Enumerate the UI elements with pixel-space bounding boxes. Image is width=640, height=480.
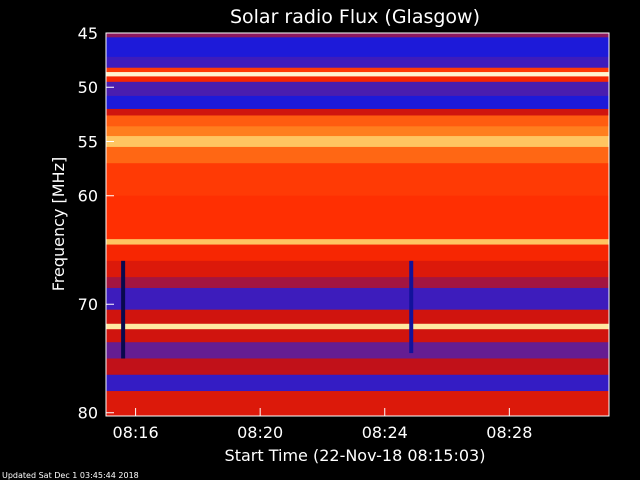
intensity-band: [106, 56, 609, 69]
burst-stripe: [121, 260, 126, 359]
plot-frame: [105, 32, 610, 417]
x-tick-label: 08:16: [113, 423, 159, 442]
y-tick-label: 60: [78, 187, 98, 206]
intensity-band: [106, 374, 609, 392]
intensity-band: [106, 342, 609, 359]
intensity-band: [106, 37, 609, 58]
x-axis-label: Start Time (22-Nov-18 08:15:03): [225, 446, 486, 465]
y-axis-label: Frequency [MHz]: [49, 157, 68, 291]
y-tick-label: 70: [78, 295, 98, 314]
intensity-band: [106, 195, 609, 240]
chart-title: Solar radio Flux (Glasgow): [230, 6, 480, 28]
burst-stripe: [409, 260, 414, 354]
intensity-band: [106, 287, 609, 311]
intensity-band: [106, 72, 609, 77]
intensity-band: [106, 358, 609, 376]
x-tick-label: 08:20: [237, 423, 283, 442]
intensity-band: [106, 76, 609, 83]
intensity-band: [106, 126, 609, 137]
intensity-band: [106, 277, 609, 289]
intensity-band: [106, 95, 609, 110]
intensity-band: [106, 146, 609, 164]
plot-area: [106, 33, 609, 417]
x-tick-label: 08:24: [362, 423, 408, 442]
intensity-band: [106, 136, 609, 148]
intensity-band: [106, 67, 609, 73]
y-tick-label: 50: [78, 78, 98, 97]
intensity-band: [106, 309, 609, 325]
intensity-band: [106, 81, 609, 97]
y-tick-label: 55: [78, 132, 98, 151]
intensity-band: [106, 108, 609, 116]
updated-timestamp: Updated Sat Dec 1 03:45:44 2018: [2, 471, 139, 480]
intensity-band: [106, 391, 609, 417]
y-axis: 45 50 55 60 70 80: [78, 24, 114, 423]
x-axis: 08:16 08:20 08:24 08:28: [113, 408, 532, 442]
intensity-band: [106, 244, 609, 262]
intensity-band: [106, 33, 609, 38]
intensity-band: [106, 115, 609, 127]
y-tick-label: 45: [78, 24, 98, 43]
intensity-band: [106, 239, 609, 246]
x-tick-label: 08:28: [486, 423, 532, 442]
intensity-band: [106, 163, 609, 197]
intensity-band: [106, 329, 609, 343]
intensity-band: [106, 260, 609, 278]
y-tick-label: 80: [78, 404, 98, 423]
intensity-band: [106, 323, 609, 330]
